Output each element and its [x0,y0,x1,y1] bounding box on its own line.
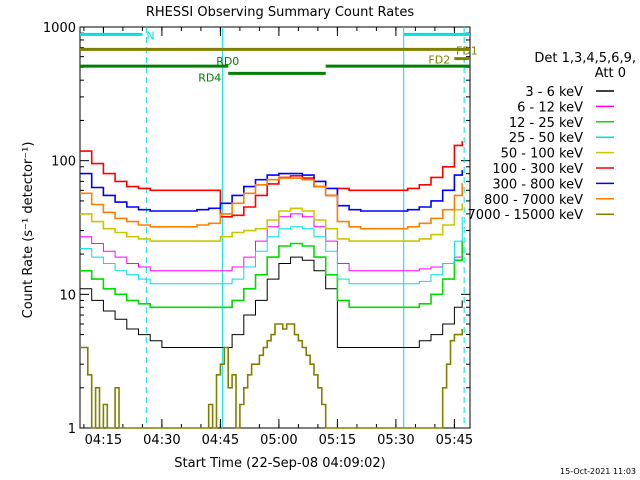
x-axis-label: Start Time (22-Sep-08 04:09:02) [174,456,385,471]
legend-label: 25 - 50 keV [509,131,583,146]
series-line-5 [80,203,463,242]
x-tick-label: 04:30 [143,433,180,448]
legend-label: 7000 - 15000 keV [468,208,584,223]
series-line-4 [80,216,463,285]
series-line-2 [80,213,463,272]
y-tick-label: 100 [51,155,76,170]
x-tick-label: 05:15 [319,433,356,448]
x-tick-label: 04:15 [85,433,122,448]
series-line-6 [80,141,463,218]
legend-label: 300 - 800 keV [492,177,583,192]
plot-frame [79,26,471,429]
flag-label-rd4: RD4 [198,71,221,84]
y-tick-label: 10 [59,288,76,303]
flag-label-fd1: FD1 [456,44,478,57]
flag-label-rd0: RD0 [216,55,239,68]
x-tick-label: 05:00 [260,433,297,448]
legend-label: 800 - 7000 keV [484,193,583,208]
y-axis-label: Count Rate (s⁻¹ detector⁻¹) [21,142,36,319]
series-line-1 [80,256,463,348]
legend-title-line-2: Att 0 [595,66,626,81]
legend-label: 100 - 300 keV [492,162,583,177]
legend-label: 12 - 25 keV [509,116,583,131]
flag-label-fd2: FD2 [428,54,450,67]
series-line-8 [80,177,463,230]
x-tick-label: 04:45 [202,433,239,448]
plot-area: 1 10 100 1000 04:15 04:30 04:45 05:00 05:15 05:30… [43,21,478,448]
flag-label-n: N [146,29,154,42]
series-line-7 [80,170,463,212]
timestamp: 15-Oct-2021 11:03 [560,467,636,476]
x-tick-label: 05:45 [436,433,473,448]
legend-label: 6 - 12 keV [517,100,583,115]
legend-label: 50 - 100 keV [501,147,584,162]
series-line-3 [80,241,463,309]
y-tick-label: 1 [68,422,76,437]
x-tick-label: 05:30 [377,433,414,448]
legend-title-line-1: Det 1,3,4,5,6,9, [534,51,636,66]
y-tick-label: 1000 [43,21,76,36]
chart-title: RHESSI Observing Summary Count Rates [146,5,415,20]
series-line-9 [80,323,463,429]
legend-label: 3 - 6 keV [525,85,583,100]
